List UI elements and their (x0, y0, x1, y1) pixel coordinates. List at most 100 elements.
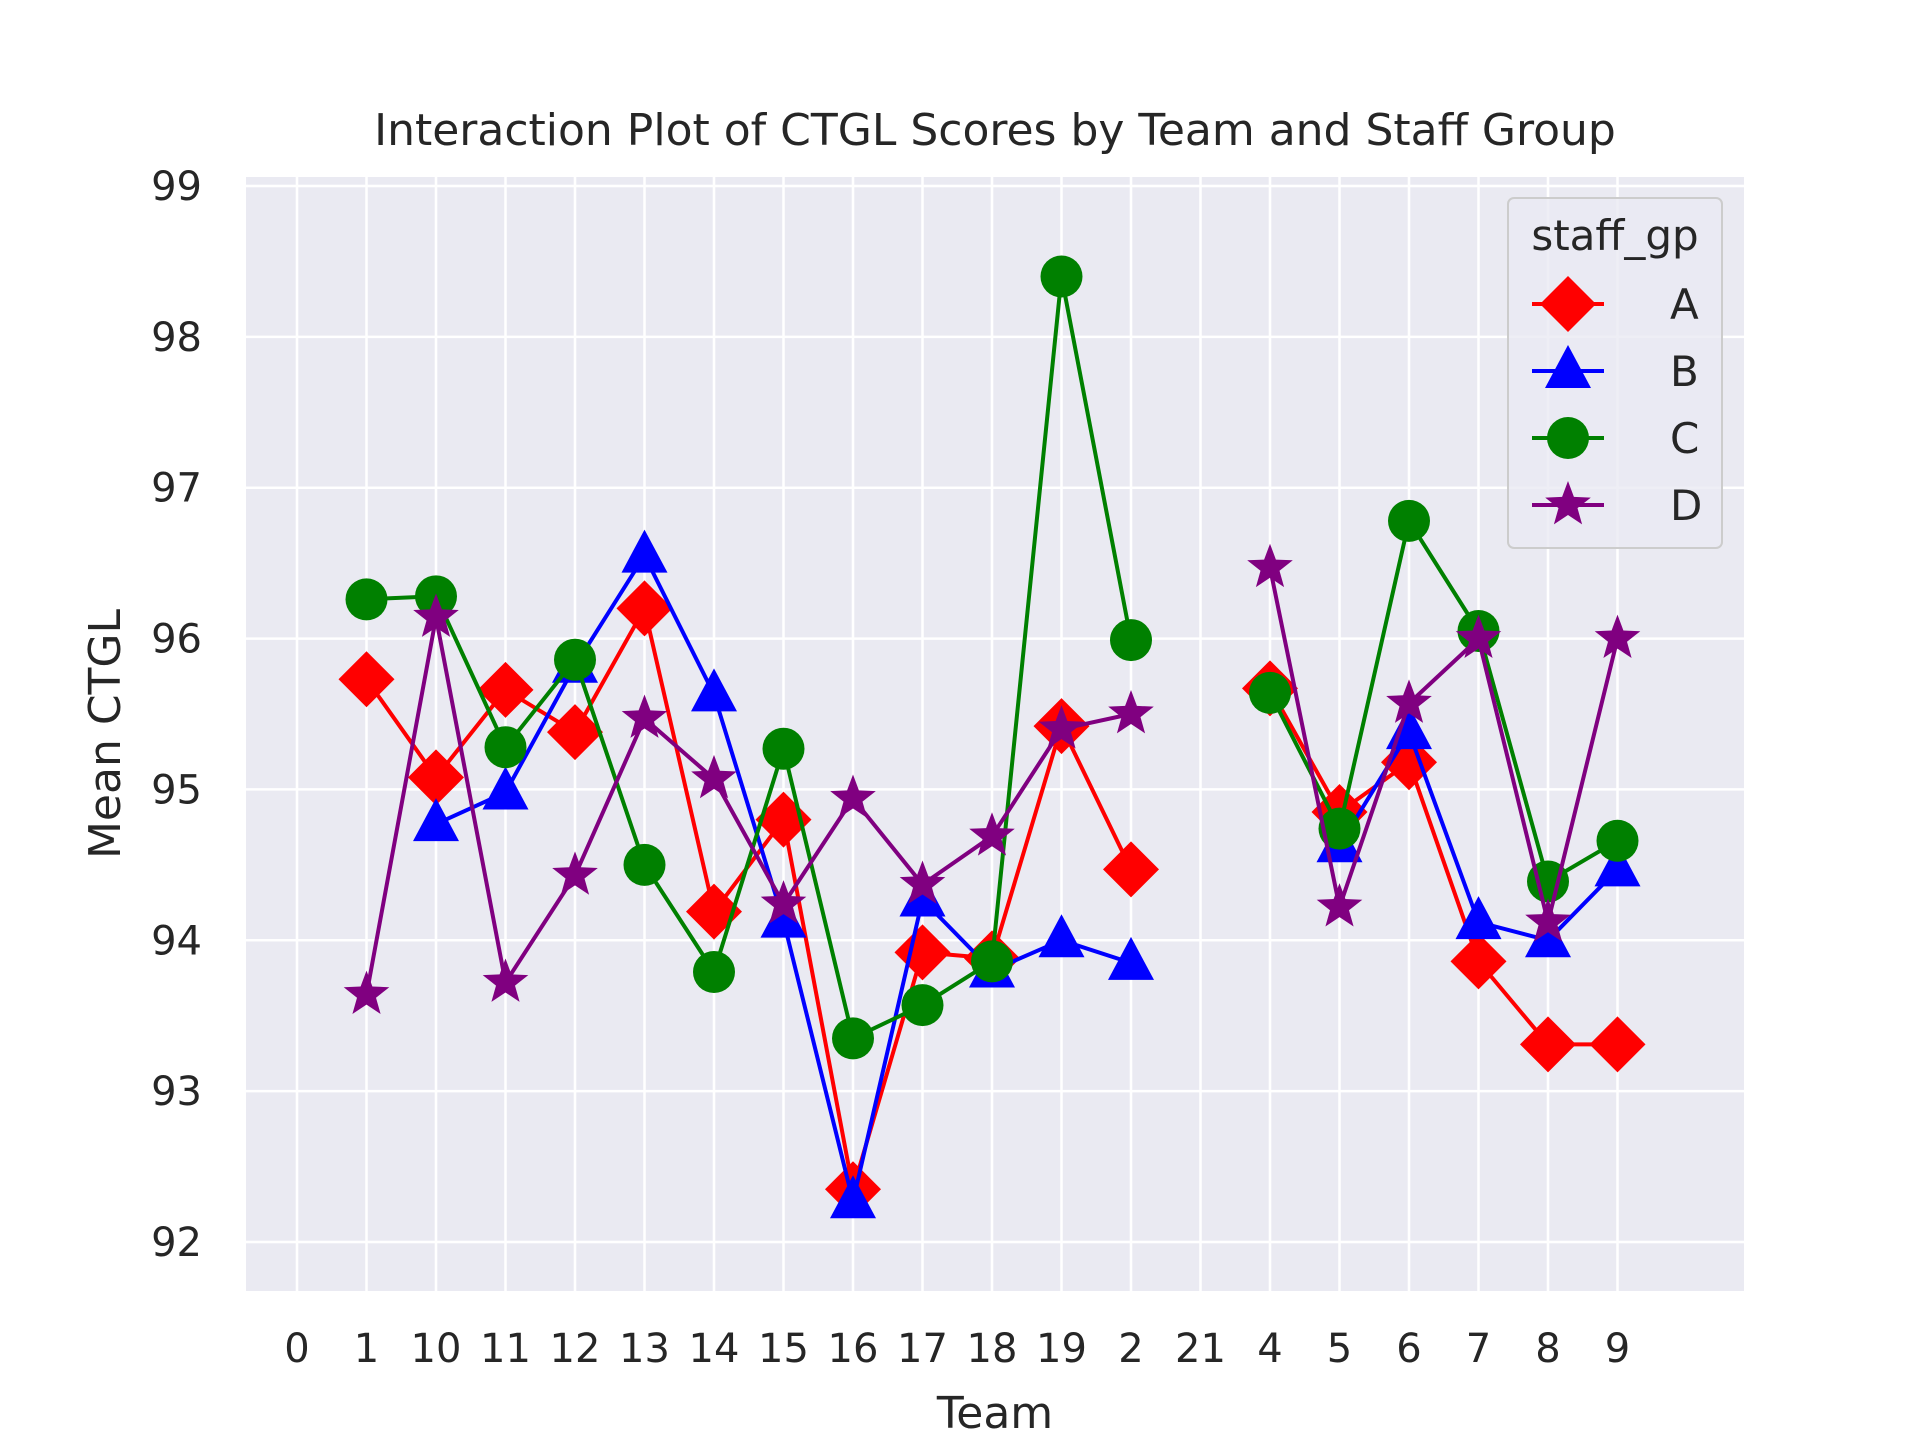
legend-label-A: A (1670, 280, 1699, 329)
series-layer (338, 255, 1646, 1219)
x-tick-label: 4 (1257, 1326, 1282, 1372)
x-tick-label: 7 (1466, 1326, 1491, 1372)
data-point-A (477, 661, 534, 718)
x-tick-label: 13 (619, 1326, 670, 1372)
y-tick-label: 95 (151, 767, 202, 813)
x-tick-label: 18 (967, 1326, 1018, 1372)
y-tick-label: 94 (151, 918, 202, 964)
data-point-C (1040, 255, 1083, 298)
x-tick-label: 16 (828, 1326, 879, 1372)
x-tick-label: 15 (758, 1326, 809, 1372)
y-tick-label: 93 (151, 1069, 202, 1115)
data-point-C (1249, 671, 1291, 714)
data-point-C (554, 638, 596, 681)
data-point-C (693, 950, 735, 993)
grid-lines (246, 177, 1744, 1291)
data-point-D (413, 593, 459, 637)
data-point-B (1108, 936, 1154, 980)
data-point-B (899, 873, 946, 917)
data-point-D (1594, 614, 1641, 658)
data-point-D (621, 694, 668, 738)
data-point-B (1525, 914, 1571, 958)
data-point-D (1455, 614, 1502, 658)
data-point-D (969, 812, 1015, 856)
series-line-D (1268, 567, 1620, 925)
x-tick-label: 17 (897, 1326, 948, 1372)
data-point-B (621, 529, 668, 573)
data-point-A (1103, 841, 1159, 898)
y-tick-label: 98 (151, 315, 202, 361)
data-point-D (691, 754, 737, 799)
x-tick-label: 12 (550, 1326, 601, 1372)
x-tick-label: 5 (1327, 1326, 1352, 1372)
legend-label-C: C (1670, 414, 1699, 463)
data-point-A (1450, 933, 1507, 990)
data-point-A (547, 704, 603, 761)
legend-label-B: B (1670, 347, 1699, 396)
data-point-C (1388, 499, 1430, 542)
legend-marker-B (1545, 345, 1591, 388)
x-tick-label: 2 (1118, 1326, 1143, 1372)
x-tick-label: 10 (411, 1326, 462, 1372)
data-point-B (1594, 843, 1641, 887)
y-axis-title: Mean CTGL (80, 608, 131, 859)
data-point-B (1038, 914, 1085, 958)
x-tick-label: 9 (1605, 1326, 1630, 1372)
y-tick-label: 92 (151, 1220, 202, 1266)
data-point-D (1525, 898, 1571, 942)
data-point-D (343, 970, 390, 1014)
chart-title: Interaction Plot of CTGL Scores by Team … (374, 105, 1616, 156)
data-point-D (760, 880, 807, 924)
x-tick-label: 1 (354, 1326, 379, 1372)
data-point-D (552, 851, 598, 895)
data-point-D (1386, 679, 1432, 723)
x-tick-label: 21 (1175, 1326, 1226, 1372)
x-tick-label: 8 (1535, 1326, 1560, 1372)
data-point-C (832, 1017, 874, 1060)
data-point-B (691, 668, 737, 712)
legend-marker-D (1545, 481, 1591, 525)
data-point-A (1520, 1016, 1576, 1073)
series-line-D (364, 615, 1132, 995)
x-tick-label: 0 (284, 1326, 309, 1372)
y-tick-label: 99 (151, 164, 202, 210)
data-point-B (760, 894, 807, 938)
legend-title: staff_gp (1531, 211, 1698, 260)
data-point-B (1455, 896, 1502, 940)
data-point-B (482, 766, 529, 810)
legend-marker-A (1540, 276, 1596, 332)
data-point-C (1318, 807, 1361, 850)
y-tick-label: 96 (151, 617, 202, 663)
data-point-C (1596, 819, 1639, 862)
data-point-D (830, 774, 876, 818)
data-point-B (413, 798, 459, 842)
data-point-D (1038, 705, 1085, 749)
data-point-A (616, 580, 673, 637)
data-point-A (408, 749, 464, 806)
x-tick-label: 19 (1036, 1326, 1087, 1372)
data-point-B (830, 1175, 876, 1219)
data-point-C (1110, 619, 1152, 662)
data-point-D (1316, 883, 1363, 927)
data-point-C (345, 578, 388, 621)
legend-marker-C (1547, 417, 1589, 459)
x-tick-label: 14 (689, 1326, 740, 1372)
data-point-A (1589, 1016, 1646, 1073)
data-point-C (901, 984, 944, 1027)
data-point-C (484, 726, 527, 769)
data-point-A (338, 651, 395, 708)
data-point-D (899, 860, 946, 904)
legend-label-D: D (1670, 481, 1702, 530)
data-point-C (623, 843, 666, 886)
x-tick-label: 6 (1396, 1326, 1421, 1372)
data-point-D (1247, 543, 1293, 588)
x-tick-label: 11 (480, 1326, 531, 1372)
y-tick-label: 97 (151, 466, 202, 512)
data-point-D (482, 958, 529, 1002)
tick-labels: 0 1 10 11 12 13 14 15 16 17 18 19 2 21 4 5 6 7 8 9 92 93 94 95 9… (151, 164, 1630, 1372)
data-point-C (762, 727, 805, 770)
series-D (343, 543, 1641, 1014)
